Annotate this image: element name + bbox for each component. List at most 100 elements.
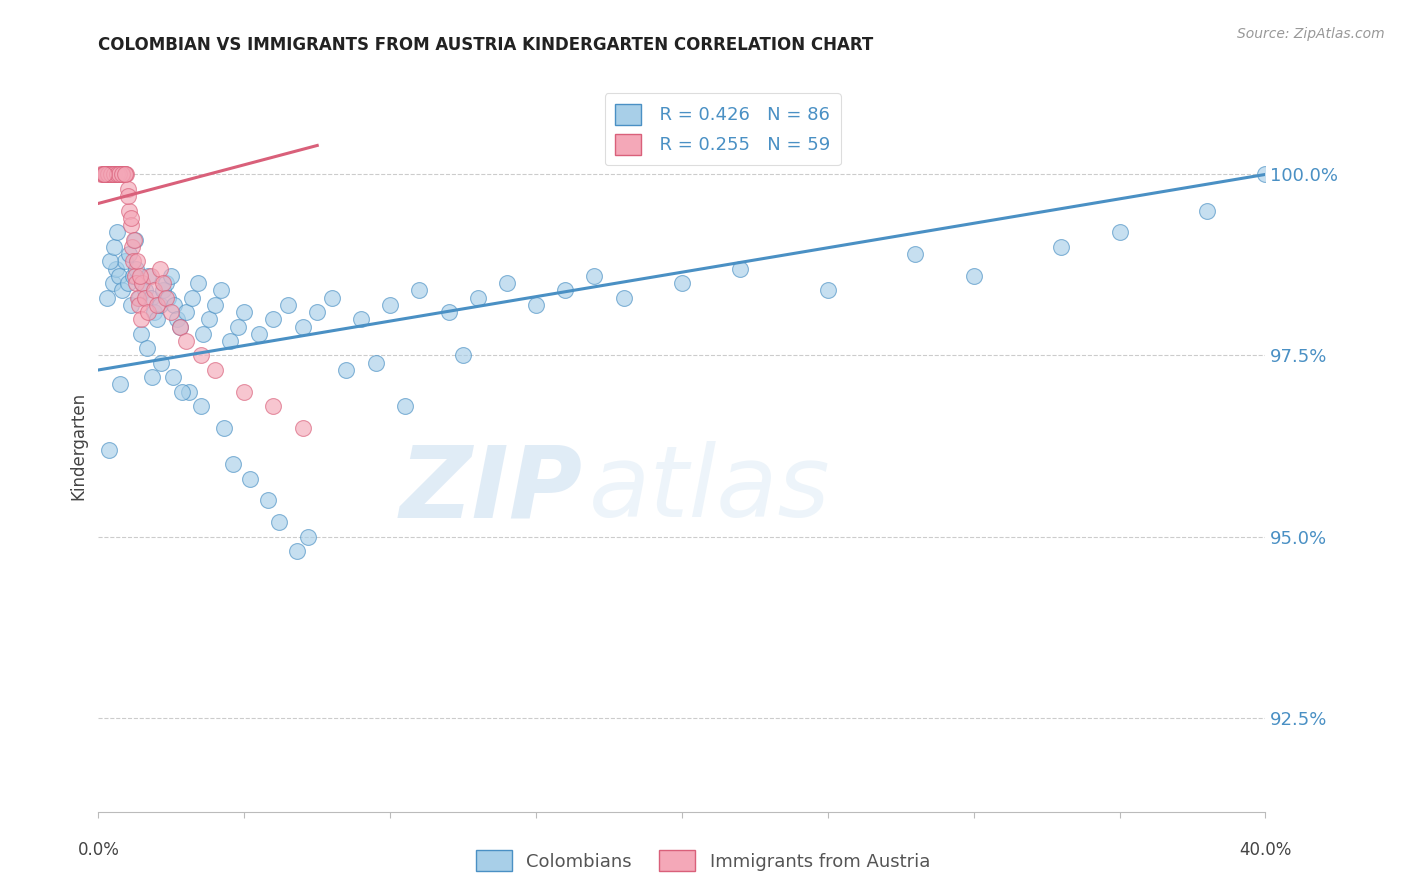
Point [583,268,606,283]
Point [160,305,183,319]
Point [134,291,156,305]
Point [170,384,193,399]
Point [100,168,122,182]
Point [121,240,143,254]
Point [90,168,112,182]
Point [124,268,146,283]
Point [297,529,319,543]
Point [285,544,308,558]
Point [139,268,162,283]
Point [155,276,177,290]
Point [117,189,139,203]
Point [98,168,121,182]
Point [103,168,125,182]
Point [103,168,125,182]
Point [139,291,162,305]
Point [169,319,191,334]
Point [190,399,212,413]
Point [134,283,156,297]
Point [256,493,278,508]
Point [394,399,416,413]
Point [93,168,115,182]
Point [120,211,142,225]
Point [136,268,159,283]
Point [152,276,174,290]
Point [124,233,146,247]
Text: COLOMBIAN VS IMMIGRANTS FROM AUSTRIA KINDERGARTEN CORRELATION CHART: COLOMBIAN VS IMMIGRANTS FROM AUSTRIA KIN… [98,36,873,54]
Point [97,168,120,182]
Point [174,334,197,348]
Point [263,312,285,326]
Point [122,254,145,268]
Point [142,305,165,319]
Point [218,334,240,348]
Point [108,168,131,182]
Point [100,168,122,182]
Point [94,168,117,182]
Point [1050,240,1073,254]
Text: 40.0%: 40.0% [1239,840,1292,859]
Point [105,168,128,182]
Point [94,168,117,182]
Point [169,319,191,334]
Point [149,261,172,276]
Point [128,291,150,305]
Point [129,326,152,341]
Point [110,168,132,182]
Point [904,247,927,261]
Point [112,168,135,182]
Point [321,291,343,305]
Point [467,291,489,305]
Point [125,254,148,268]
Point [269,515,291,529]
Point [204,298,226,312]
Point [380,298,402,312]
Point [496,276,519,290]
Point [1254,168,1277,182]
Point [150,356,173,370]
Point [671,276,693,290]
Text: Source: ZipAtlas.com: Source: ZipAtlas.com [1237,27,1385,41]
Point [1108,225,1130,239]
Point [117,182,139,196]
Point [212,421,235,435]
Point [91,168,114,182]
Point [364,356,387,370]
Point [162,370,184,384]
Point [101,276,124,290]
Point [120,218,142,232]
Point [118,203,141,218]
Point [730,261,752,276]
Point [122,233,145,247]
Point [103,240,125,254]
Text: atlas: atlas [589,442,830,539]
Point [263,399,285,413]
Point [111,283,134,297]
Point [163,298,186,312]
Point [962,268,984,283]
Point [228,319,250,334]
Legend:   R = 0.426   N = 86,   R = 0.255   N = 59: R = 0.426 N = 86, R = 0.255 N = 59 [605,93,841,165]
Point [115,168,138,182]
Point [247,326,270,341]
Point [128,298,150,312]
Point [146,298,169,312]
Point [125,276,148,290]
Point [193,326,215,341]
Point [209,283,232,297]
Point [129,312,152,326]
Point [110,377,132,392]
Point [131,276,153,290]
Point [177,384,200,399]
Point [136,305,159,319]
Point [307,305,329,319]
Point [233,384,256,399]
Point [204,363,226,377]
Point [141,370,163,384]
Point [93,168,115,182]
Point [187,276,209,290]
Point [180,291,202,305]
Point [104,168,127,182]
Point [97,442,120,457]
Point [131,276,153,290]
